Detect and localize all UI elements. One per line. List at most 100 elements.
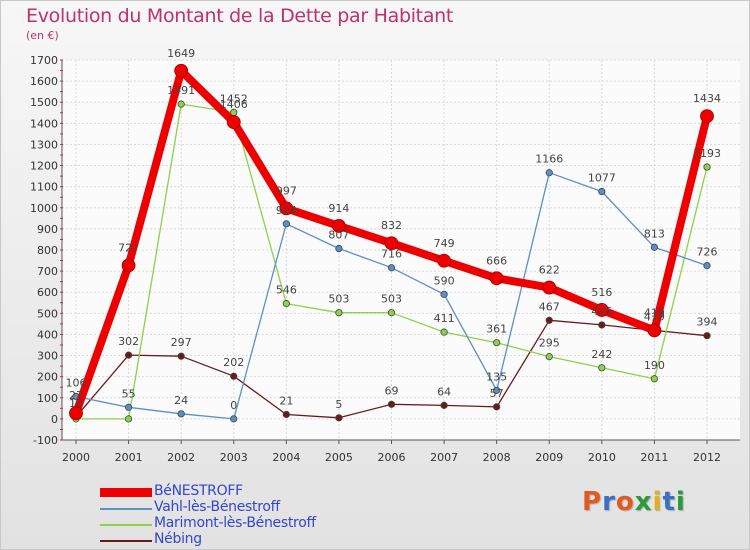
data-point-series-0 bbox=[279, 201, 294, 216]
data-label-series-1: 807 bbox=[328, 229, 349, 242]
data-label-series-3: 297 bbox=[171, 336, 192, 349]
data-label-series-0: 997 bbox=[276, 184, 297, 197]
y-tick-label: 1000 bbox=[30, 202, 58, 215]
y-tick-label: 700 bbox=[37, 265, 58, 278]
legend-swatch-benestroff bbox=[100, 488, 152, 497]
data-label-series-1: 135 bbox=[486, 370, 507, 383]
data-label-series-2: 503 bbox=[381, 293, 402, 306]
x-tick-label: 2000 bbox=[62, 451, 90, 464]
data-label-series-1: 716 bbox=[381, 248, 402, 261]
data-label-series-0: 1434 bbox=[693, 92, 721, 105]
y-tick-label: 1600 bbox=[30, 75, 58, 88]
data-point-series-1 bbox=[598, 187, 606, 196]
data-label-series-0: 727 bbox=[118, 241, 139, 254]
data-label-series-2: 1491 bbox=[167, 84, 195, 97]
data-point-series-3 bbox=[282, 410, 290, 419]
y-tick-label: 0 bbox=[51, 413, 58, 426]
data-point-series-0 bbox=[594, 303, 609, 317]
y-tick-label: 1200 bbox=[30, 160, 58, 173]
data-point-series-3 bbox=[493, 403, 501, 411]
x-tick-label: 2004 bbox=[272, 451, 300, 464]
data-point-series-0 bbox=[121, 258, 136, 273]
data-label-series-2: 546 bbox=[276, 284, 297, 297]
data-point-series-3 bbox=[598, 321, 606, 329]
data-point-series-2 bbox=[177, 100, 185, 108]
data-point-series-3 bbox=[440, 401, 448, 409]
y-tick-label: 600 bbox=[37, 286, 58, 299]
data-label-series-0: 832 bbox=[381, 219, 402, 232]
data-point-series-2 bbox=[387, 309, 396, 317]
data-point-series-0 bbox=[226, 115, 241, 129]
data-label-series-0: 516 bbox=[591, 286, 612, 299]
legend-swatch-nebing bbox=[100, 540, 152, 542]
data-point-series-1 bbox=[230, 415, 238, 423]
data-point-series-1 bbox=[650, 243, 659, 251]
data-label-series-2: 295 bbox=[539, 337, 560, 350]
data-point-series-0 bbox=[647, 323, 662, 338]
y-tick-label: 900 bbox=[37, 223, 58, 236]
y-tick-label: 200 bbox=[37, 371, 58, 384]
y-tick-label: 100 bbox=[37, 392, 58, 405]
data-label-series-1: 55 bbox=[122, 387, 136, 400]
data-point-series-2 bbox=[545, 353, 553, 361]
data-point-series-2 bbox=[282, 300, 290, 308]
data-label-series-3: 57 bbox=[490, 387, 504, 400]
data-label-series-3: 202 bbox=[223, 356, 244, 369]
x-tick-label: 2003 bbox=[220, 451, 248, 464]
data-label-series-0: 419 bbox=[644, 306, 665, 319]
data-point-series-0 bbox=[174, 63, 189, 78]
y-tick-label: 1700 bbox=[30, 54, 58, 67]
proxiti-logo: Proxiti bbox=[582, 487, 686, 517]
data-point-series-0 bbox=[700, 109, 714, 124]
data-point-series-2 bbox=[124, 415, 133, 423]
data-point-series-0 bbox=[542, 280, 557, 295]
data-label-series-2: 1193 bbox=[693, 147, 721, 160]
y-tick-label: 800 bbox=[37, 244, 58, 257]
data-point-series-2 bbox=[650, 375, 659, 383]
data-label-series-3: 10 bbox=[69, 397, 83, 410]
y-tick-label: 300 bbox=[37, 350, 58, 363]
x-tick-label: 2005 bbox=[325, 451, 353, 464]
data-label-series-1: 24 bbox=[174, 394, 188, 407]
legend-label-vahl: Vahl-lès-Bénestroff bbox=[154, 499, 280, 515]
logo-letter: P bbox=[582, 487, 603, 517]
logo-letter: t bbox=[662, 487, 676, 517]
data-label-series-0: 622 bbox=[539, 264, 560, 277]
data-label-series-0: 749 bbox=[434, 237, 455, 250]
data-point-series-2 bbox=[440, 328, 448, 336]
y-tick-label: 400 bbox=[37, 328, 58, 341]
y-tick-label: 1500 bbox=[30, 96, 58, 109]
data-label-series-2: 242 bbox=[591, 348, 612, 361]
data-label-series-1: 106 bbox=[66, 377, 87, 390]
data-label-series-2: 411 bbox=[434, 312, 455, 325]
data-label-series-3: 69 bbox=[385, 384, 399, 397]
legend-swatch-marimont bbox=[100, 524, 152, 526]
data-label-series-3: 5 bbox=[335, 398, 342, 411]
data-label-series-2: 503 bbox=[328, 293, 349, 306]
data-label-series-2: 361 bbox=[486, 323, 507, 336]
legend-label-benestroff: BéNESTROFF bbox=[154, 483, 243, 499]
data-point-series-0 bbox=[332, 219, 346, 233]
x-tick-label: 2012 bbox=[693, 451, 721, 464]
logo-letter: i bbox=[652, 487, 663, 517]
data-point-series-1 bbox=[387, 264, 396, 272]
data-point-series-3 bbox=[124, 351, 133, 359]
data-label-series-2: 1452 bbox=[220, 92, 248, 105]
data-point-series-1 bbox=[335, 244, 343, 253]
data-point-series-1 bbox=[282, 220, 290, 228]
logo-letter: x bbox=[634, 487, 653, 517]
legend-swatch-vahl bbox=[100, 508, 152, 510]
data-label-series-1: 924 bbox=[276, 204, 297, 217]
data-label-series-3: 302 bbox=[118, 335, 139, 348]
data-label-series-3: 21 bbox=[279, 394, 293, 407]
data-point-series-3 bbox=[387, 400, 396, 408]
data-label-series-0: 1649 bbox=[167, 47, 195, 60]
legend-label-nebing: Nébing bbox=[154, 531, 202, 547]
data-point-series-1 bbox=[493, 386, 501, 394]
data-point-series-1 bbox=[545, 169, 553, 177]
x-tick-label: 2007 bbox=[430, 451, 458, 464]
data-point-series-2 bbox=[335, 309, 343, 317]
chart-title: Evolution du Montant de la Dette par Hab… bbox=[26, 5, 454, 27]
unit-label: (en €) bbox=[26, 29, 59, 42]
